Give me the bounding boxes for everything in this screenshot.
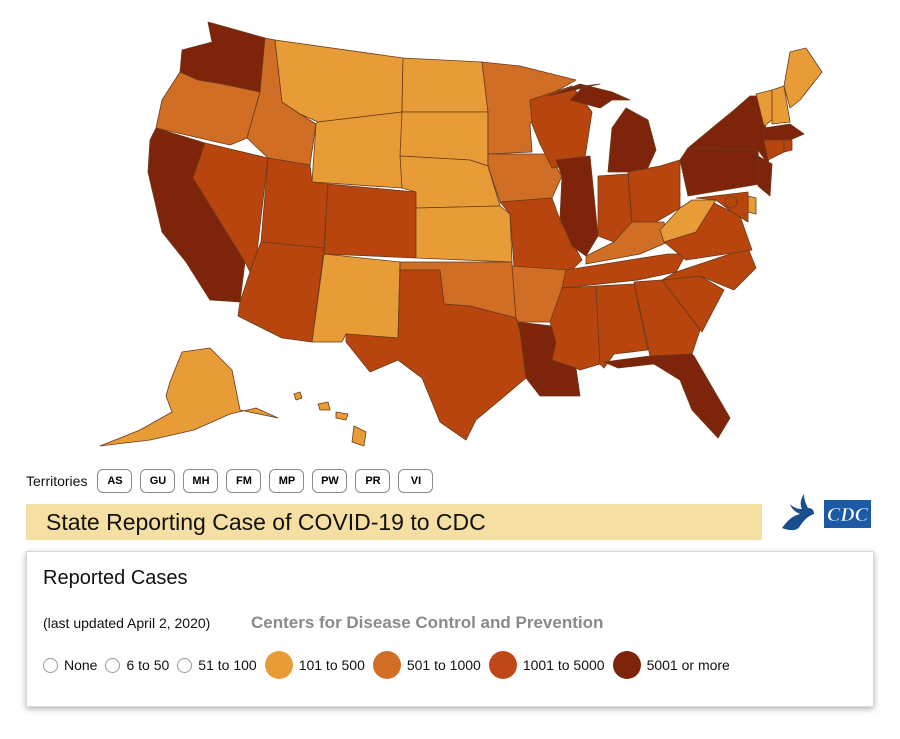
legend-item-label: 501 to 1000 <box>406 657 481 673</box>
legend-swatch <box>264 651 293 679</box>
state-NH[interactable] <box>771 85 791 125</box>
legend-swatch <box>177 657 193 673</box>
state-HI-3[interactable] <box>335 411 349 421</box>
state-TX[interactable] <box>345 269 527 441</box>
legend-item-label: 1001 to 5000 <box>522 657 605 673</box>
legend-items: None 6 to 50 51 to 100 101 to 500 501 to… <box>43 650 738 680</box>
map-title-bar: State Reporting Case of COVID-19 to CDC <box>26 504 762 540</box>
legend-item-6-to-50: 6 to 50 <box>105 657 169 673</box>
legend-item-51-to-100: 51 to 100 <box>177 657 257 673</box>
legend-swatch <box>105 657 121 673</box>
state-ND[interactable] <box>401 57 489 113</box>
territory-button-gu[interactable]: GU <box>140 469 176 493</box>
state-AL[interactable] <box>595 283 649 369</box>
source-organization: Centers for Disease Control and Preventi… <box>251 613 604 632</box>
legend-item-label: 101 to 500 <box>298 657 365 673</box>
state-HI-1[interactable] <box>293 391 303 401</box>
logos: CDC <box>778 490 874 538</box>
territory-button-as[interactable]: AS <box>97 469 133 493</box>
state-WY[interactable] <box>311 111 403 189</box>
territory-button-mp[interactable]: MP <box>269 469 305 493</box>
us-map <box>99 21 823 447</box>
state-NM[interactable] <box>311 253 401 343</box>
territory-button-pr[interactable]: PR <box>355 469 391 493</box>
state-CO[interactable] <box>323 183 417 259</box>
state-ME[interactable] <box>783 47 823 109</box>
state-DE[interactable] <box>747 195 757 215</box>
state-PA[interactable] <box>679 147 761 197</box>
state-MT[interactable] <box>274 39 404 123</box>
state-MN[interactable] <box>481 61 577 155</box>
legend-item-label: 6 to 50 <box>126 657 170 673</box>
legend-swatch <box>488 651 517 679</box>
legend-item-none: None <box>43 657 97 673</box>
legend-item-1001-to-5000: 1001 to 5000 <box>488 651 605 679</box>
legend-item-label: None <box>64 657 98 673</box>
state-NJ[interactable] <box>757 155 773 197</box>
svg-text:CDC: CDC <box>827 504 869 526</box>
territory-button-fm[interactable]: FM <box>226 469 262 493</box>
state-DC[interactable] <box>724 195 738 209</box>
territories-bar: Territories AS GU MH FM MP PW PR VI <box>26 468 434 494</box>
legend-title: Reported Cases <box>43 567 188 589</box>
state-HI-4[interactable] <box>351 425 367 447</box>
legend-item-label: 5001 or more <box>646 657 730 673</box>
state-WV[interactable] <box>659 199 717 243</box>
last-updated-text: (last updated April 2, 2020) <box>43 615 211 631</box>
state-AK[interactable] <box>99 347 279 447</box>
state-KS[interactable] <box>415 205 513 263</box>
legend-item-501-to-1000: 501 to 1000 <box>372 651 481 679</box>
state-FL[interactable] <box>603 353 731 439</box>
state-GA[interactable] <box>633 279 701 357</box>
map-title: State Reporting Case of COVID-19 to CDC <box>46 508 486 535</box>
legend-swatch <box>612 651 641 679</box>
state-MI[interactable] <box>547 83 631 109</box>
legend-swatch <box>43 657 58 673</box>
state-IL[interactable] <box>555 155 599 257</box>
legend-item-label: 51 to 100 <box>198 657 257 673</box>
legend-item-101-to-500: 101 to 500 <box>264 651 365 679</box>
cdc-logo-icon: CDC <box>824 500 871 528</box>
territory-button-pw[interactable]: PW <box>312 469 348 493</box>
legend-swatch <box>372 651 401 679</box>
state-RI[interactable] <box>783 139 793 153</box>
state-AZ[interactable] <box>237 241 325 343</box>
state-MI-lower[interactable] <box>607 107 657 173</box>
hhs-eagle-icon <box>782 494 814 531</box>
state-HI-2[interactable] <box>317 401 331 411</box>
state-MO[interactable] <box>499 197 583 275</box>
legend-item-5001-or-more: 5001 or more <box>612 651 730 679</box>
state-MA[interactable] <box>763 123 805 141</box>
state-CT[interactable] <box>763 139 785 161</box>
territory-button-vi[interactable]: VI <box>398 469 434 493</box>
legend-card: Reported Cases (last updated April 2, 20… <box>26 551 874 707</box>
territories-label: Territories <box>26 473 88 489</box>
territory-button-mh[interactable]: MH <box>183 469 219 493</box>
